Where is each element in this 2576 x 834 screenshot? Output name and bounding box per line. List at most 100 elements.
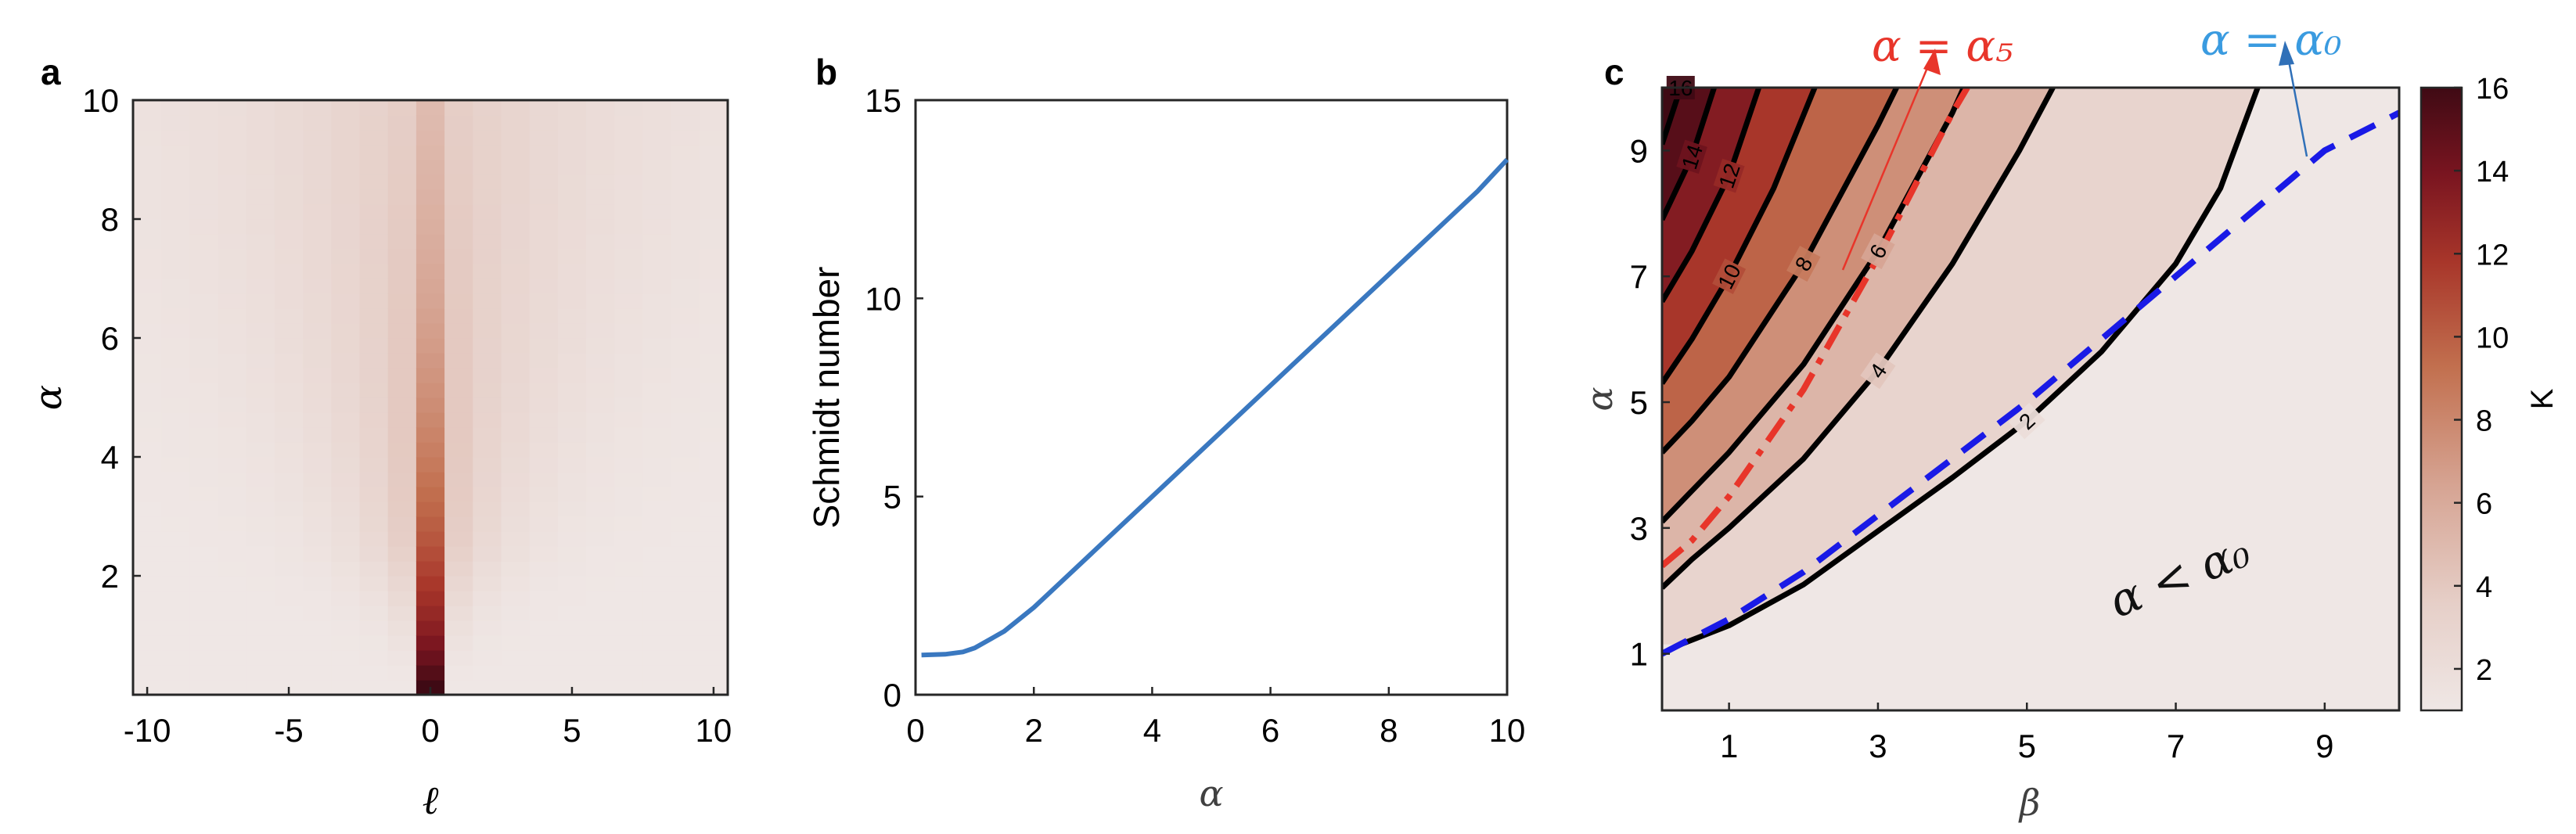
panel-a-heatmap-cell [161, 130, 190, 146]
panel-a-heatmap-cell [218, 457, 247, 473]
panel-a-heatmap-cell [444, 264, 473, 279]
panel-a-heatmap-cell [671, 635, 700, 651]
panel-a-heatmap-cell [133, 219, 162, 235]
panel-a-heatmap-cell [557, 427, 587, 443]
colorbar-label: K [2525, 388, 2560, 409]
panel-a-heatmap-cell [359, 115, 389, 131]
panel-a-heatmap-cell [642, 115, 672, 131]
panel-a-heatmap-cell [642, 293, 672, 309]
panel-a-heatmap-cell [133, 189, 162, 205]
panel-a-heatmap-cell [189, 650, 219, 666]
panel-a-heatmap-cell [303, 130, 332, 146]
colorbar-ticks: 2 4 6 8 10 12 14 16 [2454, 73, 2509, 687]
panel-a-heatmap-cell [614, 412, 644, 428]
panel-a-heatmap-cell [586, 487, 615, 502]
panel-c-contour-label-backing [2008, 402, 2045, 440]
colorbar-tick-label: 10 [2476, 322, 2509, 354]
panel-a-heatmap-cell [274, 576, 304, 591]
panel-a-heatmap-cell [444, 160, 473, 175]
panel-a-heatmap-cell [529, 249, 559, 264]
panel-a-heatmap-cell [189, 189, 219, 205]
panel-a-heatmap-cell [444, 546, 473, 562]
panel-a-heatmap-cell [218, 487, 247, 502]
panel-a-heatmap-cell [586, 442, 615, 458]
panel-a-heatmap-cell [529, 591, 559, 606]
panel-a-heatmap-cell [529, 130, 559, 146]
panel-b-x-tick-label: 8 [1380, 712, 1398, 749]
panel-a-heatmap-cell [699, 100, 729, 116]
panel-a-heatmap-cell [274, 249, 304, 264]
panel-a-heatmap-cell [387, 576, 417, 591]
panel-a-heatmap-cell [642, 368, 672, 383]
panel-a-heatmap-cell [444, 249, 473, 264]
panel-a-heatmap-cell [331, 650, 361, 666]
panel-a-heatmap-cell [473, 665, 502, 681]
panel-a-heatmap-cell [274, 516, 304, 532]
panel-a-heatmap-cell [473, 501, 502, 517]
panel-a-heatmap-cell [387, 620, 417, 636]
panel-a-heatmap-cell [133, 457, 162, 473]
panel-a-heatmap-cell [671, 204, 700, 220]
panel-a-heatmap-cell [161, 204, 190, 220]
panel-a-heatmap-cell [387, 442, 417, 458]
panel-a-heatmap-cell [359, 189, 389, 205]
panel-a-heatmap-cell [529, 680, 559, 696]
panel-a-heatmap-cell [671, 249, 700, 264]
panel-a-heatmap-cell [416, 442, 445, 458]
panel-a-heatmap-cell [161, 591, 190, 606]
panel-a-heatmap-cell [387, 219, 417, 235]
panel-a-heatmap-cell [189, 279, 219, 294]
panel-a-heatmap-cell [303, 293, 332, 309]
panel-a-heatmap-cell [133, 293, 162, 309]
panel-a-heatmap-cell [699, 665, 729, 681]
panel-a-heatmap-cell [416, 665, 445, 681]
panel-a-heatmap-cell [331, 665, 361, 681]
panel-a-heatmap-cell [444, 650, 473, 666]
panel-a-heatmap-cell [642, 457, 672, 473]
panel-a-heatmap-cell [218, 501, 247, 517]
panel-a-heatmap-cell [671, 397, 700, 413]
panel-a-heatmap-cell [331, 204, 361, 220]
panel-a-heatmap-cell [671, 412, 700, 428]
panel-a-heatmap-cell [557, 293, 587, 309]
panel-c-x-tick-label: 3 [1869, 728, 1887, 764]
panel-a-heatmap-cell [529, 546, 559, 562]
panel-a-heatmap-cell [416, 397, 445, 413]
panel-a-heatmap-cell [557, 606, 587, 621]
panel-a-heatmap-cell [133, 412, 162, 428]
panel-a-heatmap-cell [274, 620, 304, 636]
panel-a-heatmap-cell [444, 442, 473, 458]
panel-a-heatmap-cell [274, 635, 304, 651]
panel-a-heatmap-cell [189, 338, 219, 354]
panel-a-heatmap-cell [671, 576, 700, 591]
panel-a-heatmap-cell [529, 174, 559, 190]
panel-c-y-tick-label: 1 [1630, 636, 1648, 673]
panel-a-heatmap-cell [133, 427, 162, 443]
panel-a-heatmap-cell [161, 174, 190, 190]
panel-a-heatmap-cell [473, 160, 502, 175]
panel-a-heatmap-cell [331, 427, 361, 443]
panel-a-heatmap-cell [387, 145, 417, 160]
panel-a-heatmap-cell [642, 620, 672, 636]
panel-a-heatmap-cell [331, 249, 361, 264]
panel-a-heatmap-cell [529, 204, 559, 220]
panel-a-heatmap-cell [189, 472, 219, 487]
panel-a-heatmap-cell [246, 383, 275, 398]
panel-a-heatmap-cell [444, 606, 473, 621]
panel-a-heatmap-cell [642, 427, 672, 443]
panel-a-heatmap-cell [274, 606, 304, 621]
panel-a-heatmap-cell [331, 279, 361, 294]
panel-a-heatmap-cell [416, 234, 445, 250]
panel-a-heatmap-cell [274, 323, 304, 339]
panel-a-heatmap-cell [274, 368, 304, 383]
panel-a-heatmap-cell [303, 234, 332, 250]
panel-a-heatmap-cell [529, 397, 559, 413]
panel-a-heatmap-cell [387, 383, 417, 398]
panel-a-heatmap-cell [133, 531, 162, 547]
panel-c-x-ticks: 1 3 5 7 9 [1720, 703, 2334, 764]
panel-a-heatmap-cell [359, 516, 389, 532]
panel-a-heatmap-cell [387, 189, 417, 205]
panel-a-heatmap-cell [529, 323, 559, 339]
panel-a-heatmap-cell [246, 546, 275, 562]
panel-b-y-tick-label: 0 [883, 677, 901, 714]
